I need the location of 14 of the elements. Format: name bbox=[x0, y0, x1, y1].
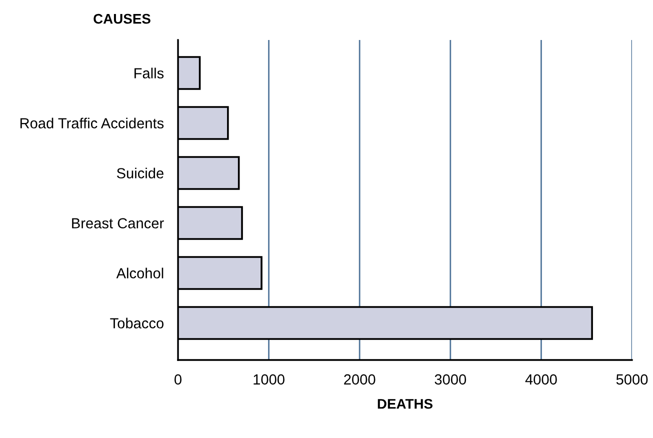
x-tick-label: 4000 bbox=[525, 374, 557, 385]
y-tick-label: Road Traffic Accidents bbox=[20, 118, 164, 128]
y-tick-label: Alcohol bbox=[116, 268, 164, 278]
y-tick-label: Suicide bbox=[116, 168, 164, 178]
x-tick-label: 5000 bbox=[616, 374, 648, 385]
y-tick-label: Breast Cancer bbox=[72, 218, 164, 228]
x-axis-title: DEATHS bbox=[378, 398, 432, 409]
x-tick-label: 0 bbox=[174, 374, 182, 385]
y-axis-title: CAUSES bbox=[94, 14, 150, 24]
y-tick-label: Falls bbox=[134, 68, 164, 78]
y-tick-label: Tobacco bbox=[110, 318, 164, 328]
x-tick-label: 3000 bbox=[434, 374, 466, 385]
x-tick-label: 1000 bbox=[254, 374, 284, 385]
x-tick-label: 2000 bbox=[344, 374, 376, 385]
